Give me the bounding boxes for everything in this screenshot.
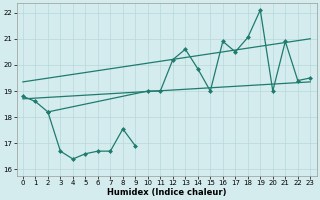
X-axis label: Humidex (Indice chaleur): Humidex (Indice chaleur) — [107, 188, 226, 197]
